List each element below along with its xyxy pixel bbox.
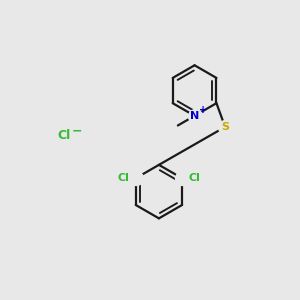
Text: −: − [72, 124, 83, 137]
Text: +: + [199, 106, 207, 116]
Text: S: S [221, 122, 229, 132]
Text: Cl: Cl [188, 173, 200, 183]
Text: Cl: Cl [57, 129, 70, 142]
Text: Cl: Cl [118, 173, 130, 183]
Text: N: N [190, 111, 199, 121]
